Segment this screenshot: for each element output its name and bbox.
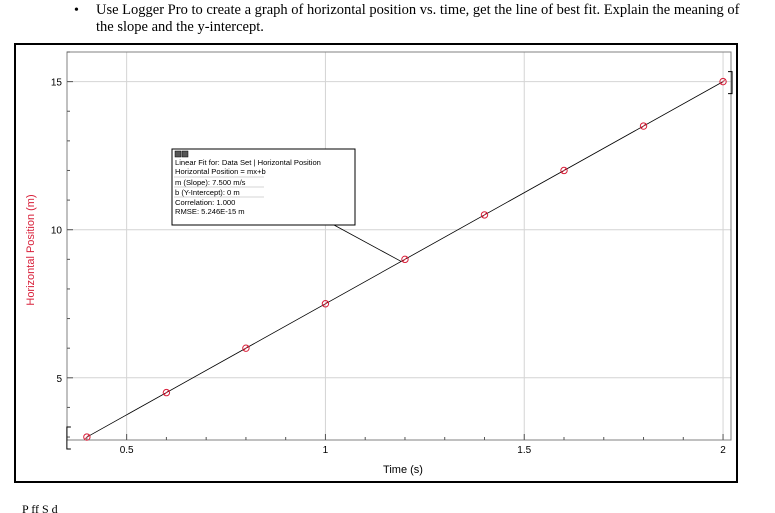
- fit-box-line: b (Y-Intercept): 0 m: [175, 188, 240, 197]
- data-point[interactable]: [321, 300, 330, 308]
- plot-border: [66, 51, 732, 441]
- fit-box-line: Horizontal Position = mx+b: [175, 167, 266, 176]
- y-tick-label: 10: [51, 226, 63, 237]
- graph-frame: [14, 43, 738, 483]
- x-axis-label: Time (s): [383, 464, 423, 476]
- y-tick-labels: 5 10 15: [51, 78, 63, 385]
- right-range-bracket[interactable]: [728, 71, 733, 95]
- fit-box-line: Linear Fit for: Data Set | Horizontal Po…: [175, 158, 321, 167]
- axis-ticks: [67, 51, 724, 440]
- instruction-text: Use Logger Pro to create a graph of hori…: [96, 2, 740, 35]
- y-axis-label: Horizontal Position (m): [25, 194, 37, 305]
- y-tick-label: 5: [56, 374, 62, 385]
- linear-fit-annotation[interactable]: Linear Fit for: Data Set | Horizontal Po…: [171, 148, 356, 226]
- x-tick-label: 1.5: [517, 445, 531, 456]
- fit-box-line: RMSE: 5.246E-15 m: [175, 207, 245, 216]
- range-brackets: [66, 71, 733, 450]
- data-point[interactable]: [242, 344, 250, 352]
- data-point[interactable]: [162, 388, 171, 397]
- x-tick-labels: 0.5 1 1.5 2: [120, 445, 727, 456]
- data-point[interactable]: [83, 433, 91, 441]
- data-point[interactable]: [401, 255, 409, 264]
- data-point[interactable]: [560, 166, 568, 175]
- bullet: •: [74, 3, 79, 18]
- fit-box-line: m (Slope): 7.500 m/s: [175, 178, 246, 187]
- left-range-bracket[interactable]: [66, 426, 71, 450]
- footer-text: P ff S d: [22, 502, 58, 513]
- fit-close-icon[interactable]: [181, 150, 189, 158]
- data-point[interactable]: [719, 77, 727, 86]
- data-points: [83, 77, 727, 441]
- x-tick-label: 1: [323, 445, 329, 456]
- grid: [67, 52, 731, 440]
- x-tick-label: 2: [720, 445, 726, 456]
- fit-box-line: Correlation: 1.000: [175, 198, 235, 207]
- x-tick-label: 0.5: [120, 445, 134, 456]
- data-point[interactable]: [639, 122, 648, 130]
- fit-options-icon[interactable]: [174, 150, 182, 158]
- annotation-leader-line: [333, 224, 402, 262]
- y-tick-label: 15: [51, 78, 63, 89]
- data-point[interactable]: [480, 211, 489, 219]
